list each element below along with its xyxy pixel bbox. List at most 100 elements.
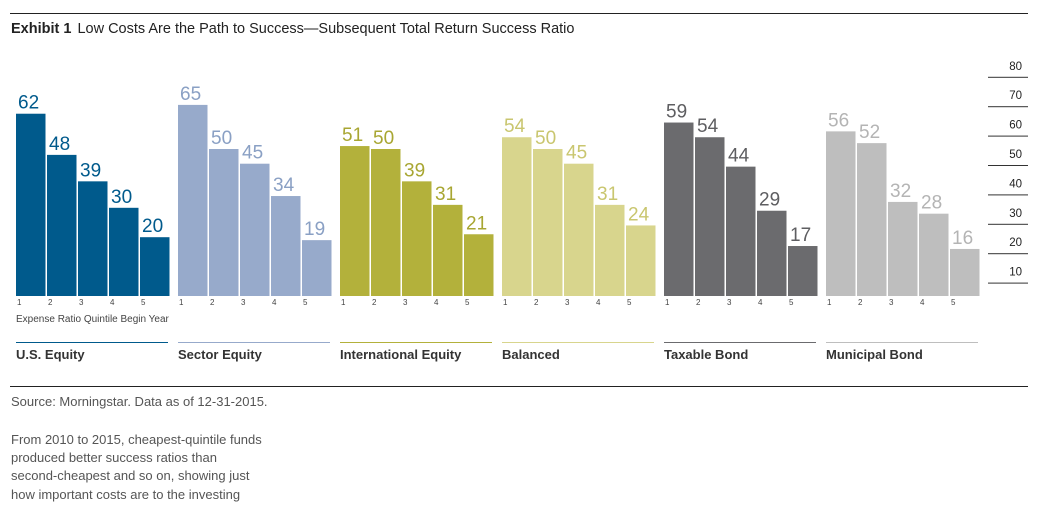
y-axis-label-80: 80 [1009,61,1022,73]
sector-equity-tick-label-4: 4 [272,298,277,307]
source-note: Source: Morningstar. Data as of 12-31-20… [11,394,268,409]
u-s-equity-tick-label-2: 2 [48,298,53,307]
taxable-bond-tick-label-2: 2 [696,298,701,307]
municipal-bond-group-rule [826,342,978,343]
y-axis-label-40: 40 [1009,178,1022,190]
municipal-bond-tick-label-1: 1 [827,298,832,307]
municipal-bond-bar-3 [888,201,918,296]
bottom-rule [10,386,1028,387]
sector-equity-value-label-3: 45 [242,143,263,164]
balanced-bar-5 [626,225,656,296]
u-s-equity-group-rule [16,342,168,343]
taxable-bond-value-label-1: 59 [666,102,687,123]
top-rule [10,13,1028,14]
international-equity-bar-3 [402,181,432,296]
international-equity-tick-label-3: 3 [403,298,408,307]
municipal-bond-tick-label-3: 3 [889,298,894,307]
u-s-equity-bar-2 [47,154,77,296]
sector-equity-value-label-4: 34 [273,175,295,196]
y-axis-rule-60 [988,135,1028,137]
international-equity-value-label-2: 50 [373,128,394,149]
y-axis-label-50: 50 [1009,149,1022,161]
y-axis-label-10: 10 [1009,267,1022,279]
y-axis-rule-40 [988,194,1028,196]
municipal-bond-tick-label-5: 5 [951,298,956,307]
international-equity-group-rule [340,342,492,343]
balanced-tick-label-4: 4 [596,298,601,307]
y-axis-label-60: 60 [1009,120,1022,132]
y-axis-rule-10 [988,282,1028,284]
balanced-group-rule [502,342,654,343]
u-s-equity-value-label-1: 62 [18,93,39,114]
chart-title: Exhibit 1 Low Costs Are the Path to Succe… [11,21,574,37]
sector-equity-group-label: Sector Equity [178,347,263,362]
u-s-equity-value-label-4: 30 [111,187,132,208]
sector-equity-tick-label-5: 5 [303,298,308,307]
municipal-bond-bar-4 [919,213,949,296]
taxable-bond-value-label-2: 54 [697,116,719,137]
sector-equity-bar-3 [240,163,270,296]
taxable-bond-value-label-3: 44 [728,146,750,167]
chart-subtitle: Low Costs Are the Path to Success—Subseq… [77,21,575,37]
sector-equity-tick-label-1: 1 [179,298,184,307]
taxable-bond-bar-1 [664,122,694,296]
taxable-bond-bar-3 [726,166,756,296]
y-axis-label-30: 30 [1009,208,1022,220]
international-equity-value-label-5: 21 [466,213,487,234]
international-equity-value-label-1: 51 [342,125,363,146]
taxable-bond-bar-5 [788,246,818,296]
international-equity-value-label-3: 39 [404,160,425,181]
international-equity-bar-2 [371,149,401,296]
y-axis-rule-80 [988,76,1028,78]
municipal-bond-tick-label-4: 4 [920,298,925,307]
taxable-bond-group-rule [664,342,816,343]
x-axis-title: Expense Ratio Quintile Begin Year [16,314,170,325]
municipal-bond-bar-5 [950,248,980,296]
exhibit-number: Exhibit 1 [11,21,72,37]
u-s-equity-tick-label-3: 3 [79,298,84,307]
taxable-bond-group-label: Taxable Bond [664,347,748,362]
sector-equity-value-label-5: 19 [304,219,325,240]
balanced-group-label: Balanced [502,347,560,362]
municipal-bond-value-label-3: 32 [890,181,911,202]
u-s-equity-bar-3 [78,181,108,296]
international-equity-bar-5 [464,234,494,296]
sector-equity-value-label-2: 50 [211,128,232,149]
y-axis-rule-70 [988,106,1028,108]
description-line: how important costs are to the investing [11,486,241,502]
balanced-tick-label-3: 3 [565,298,570,307]
international-equity-tick-label-2: 2 [372,298,377,307]
taxable-bond-tick-label-4: 4 [758,298,763,307]
y-axis-label-20: 20 [1009,237,1022,249]
balanced-tick-label-1: 1 [503,298,508,307]
balanced-tick-label-2: 2 [534,298,539,307]
u-s-equity-tick-label-4: 4 [110,298,115,307]
y-axis-rule-30 [988,223,1028,225]
international-equity-tick-label-1: 1 [341,298,346,307]
taxable-bond-tick-label-1: 1 [665,298,670,307]
u-s-equity-bar-1 [16,113,46,296]
taxable-bond-value-label-5: 17 [790,225,811,246]
international-equity-bar-1 [340,146,370,296]
sector-equity-bar-1 [178,104,208,297]
u-s-equity-value-label-2: 48 [49,134,70,155]
municipal-bond-value-label-1: 56 [828,110,849,131]
international-equity-value-label-4: 31 [435,184,456,205]
u-s-equity-bar-4 [109,207,139,296]
international-equity-bar-4 [433,204,463,296]
u-s-equity-value-label-3: 39 [80,160,101,181]
y-axis-rule-50 [988,165,1028,166]
taxable-bond-tick-label-3: 3 [727,298,732,307]
municipal-bond-value-label-2: 52 [859,122,880,143]
taxable-bond-tick-label-5: 5 [789,298,794,307]
description-line: produced better success ratios than [11,450,217,466]
municipal-bond-value-label-4: 28 [921,193,942,214]
u-s-equity-value-label-5: 20 [142,216,163,237]
description-line: second-cheapest and so on, showing just [11,468,250,484]
municipal-bond-group-label: Municipal Bond [826,347,923,362]
taxable-bond-bar-2 [695,137,725,296]
balanced-value-label-1: 54 [504,116,526,137]
international-equity-tick-label-4: 4 [434,298,439,307]
sector-equity-tick-label-2: 2 [210,298,215,307]
